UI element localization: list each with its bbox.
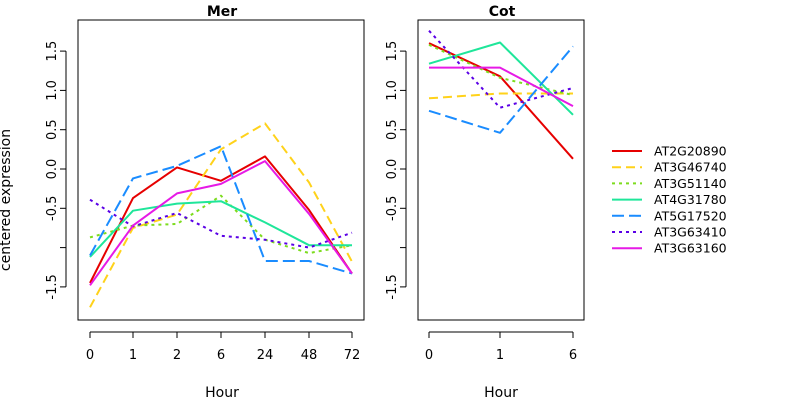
legend-label-at5g17520: AT5G17520	[654, 208, 727, 223]
legend: AT2G20890AT3G46740AT3G51140AT4G31780AT5G…	[612, 144, 727, 256]
panel-mer-x-axis-title: Hour	[205, 385, 239, 400]
y-tick-label: 0.0	[385, 159, 400, 180]
y-tick-label: 0.5	[385, 119, 400, 140]
legend-label-at2g20890: AT2G20890	[654, 144, 727, 159]
panel-cot: Cot -1.5 -0.5 0.0 0.5 1.0 1.5 0 1 6 Hour	[385, 4, 585, 400]
y-tick-label: -0.5	[385, 196, 400, 221]
legend-label-at4g31780: AT4G31780	[654, 192, 727, 207]
series-line-at5g17520	[89, 145, 353, 275]
y-tick-label: 1.5	[45, 41, 60, 62]
panel-cot-plot-box	[417, 19, 585, 321]
series-line-at5g17520	[428, 45, 574, 134]
legend-label-at3g63410: AT3G63410	[654, 225, 727, 240]
x-tick-label: 0	[86, 348, 94, 363]
x-tick-label: 2	[173, 348, 181, 363]
y-tick-label: -0.5	[45, 196, 60, 221]
x-tick-label: 6	[569, 348, 577, 363]
panel-cot-x-axis-title: Hour	[484, 385, 518, 400]
x-tick-label: 24	[257, 348, 274, 363]
y-tick-label: 0.5	[45, 119, 60, 140]
y-tick-label: 1.0	[385, 80, 400, 101]
series-line-at2g20890	[428, 42, 574, 160]
y-tick-label: 1.0	[45, 80, 60, 101]
x-tick-label: 0	[425, 348, 433, 363]
panel-cot-y-axis: -1.5 -0.5 0.0 0.5 1.0 1.5	[385, 41, 407, 300]
panel-mer-x-axis: 0 1 2 6 24 48 72	[86, 331, 361, 363]
y-tick-label: 1.5	[385, 41, 400, 62]
panel-cot-series	[428, 30, 574, 160]
panel-mer-title: Mer	[207, 4, 237, 20]
series-line-at3g63160	[429, 66, 574, 107]
y-tick-label: -1.5	[385, 274, 400, 299]
legend-label-at3g46740: AT3G46740	[654, 160, 727, 175]
panel-mer-plot-box	[77, 19, 365, 321]
series-line-at4g31780	[89, 200, 352, 258]
series-line-at2g20890	[89, 155, 353, 284]
series-line-at3g63410	[428, 30, 574, 109]
series-line-at3g63160	[89, 160, 353, 286]
y-axis-title: centered expression	[0, 129, 14, 271]
panel-cot-x-axis: 0 1 6	[425, 331, 577, 363]
x-tick-label: 48	[301, 348, 318, 363]
x-tick-label: 72	[344, 348, 361, 363]
y-tick-label: -1.5	[45, 274, 60, 299]
x-tick-label: 1	[496, 348, 504, 363]
series-line-at3g46740	[89, 122, 353, 308]
panel-cot-title: Cot	[489, 4, 516, 20]
panel-mer: Mer -1.5 -0.5 0.0 0.5 1.0 1.5 0 1 2 6 24 48 72 Hour	[45, 4, 365, 400]
legend-label-at3g51140: AT3G51140	[654, 176, 727, 191]
panel-mer-y-axis: -1.5 -0.5 0.0 0.5 1.0 1.5	[45, 41, 67, 300]
x-tick-label: 1	[129, 348, 137, 363]
y-tick-label: 0.0	[45, 159, 60, 180]
x-tick-label: 6	[217, 348, 225, 363]
panel-mer-series	[89, 122, 353, 308]
legend-label-at3g63160: AT3G63160	[654, 241, 727, 256]
